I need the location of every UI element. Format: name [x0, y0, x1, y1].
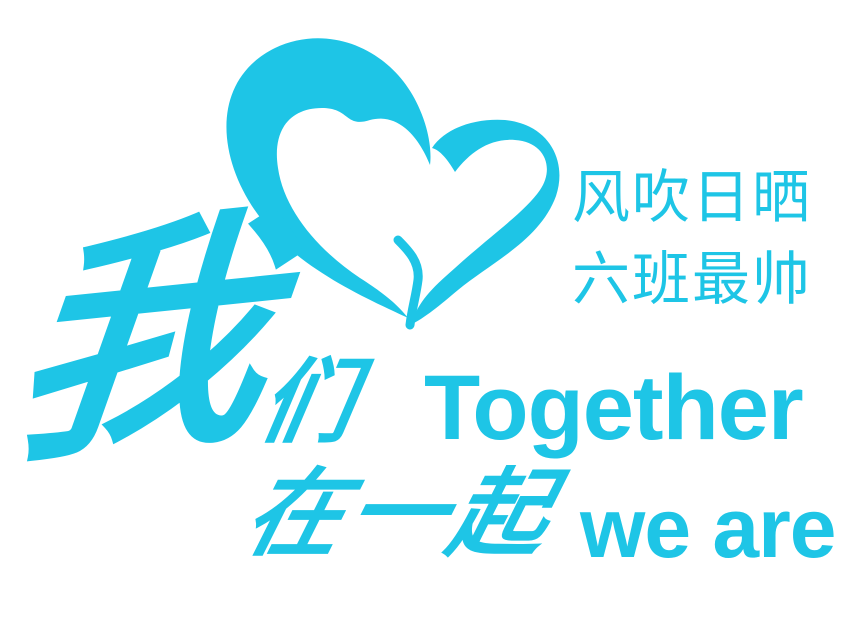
calligraphy-men: 们	[252, 348, 364, 456]
heart-right-lobe	[410, 119, 560, 325]
calligraphy-wo: 我	[0, 179, 285, 499]
we-are-text: we are	[580, 481, 837, 575]
heart-inner-stroke	[393, 235, 423, 330]
heart-left-lobe	[226, 38, 431, 318]
slogan-line-1: 风吹日晒	[572, 163, 813, 231]
calligraphy-zai-yi-qi: 在一起	[234, 457, 569, 570]
together-text: Together	[424, 357, 804, 459]
slogan-line-2: 六班最帅	[572, 245, 813, 313]
